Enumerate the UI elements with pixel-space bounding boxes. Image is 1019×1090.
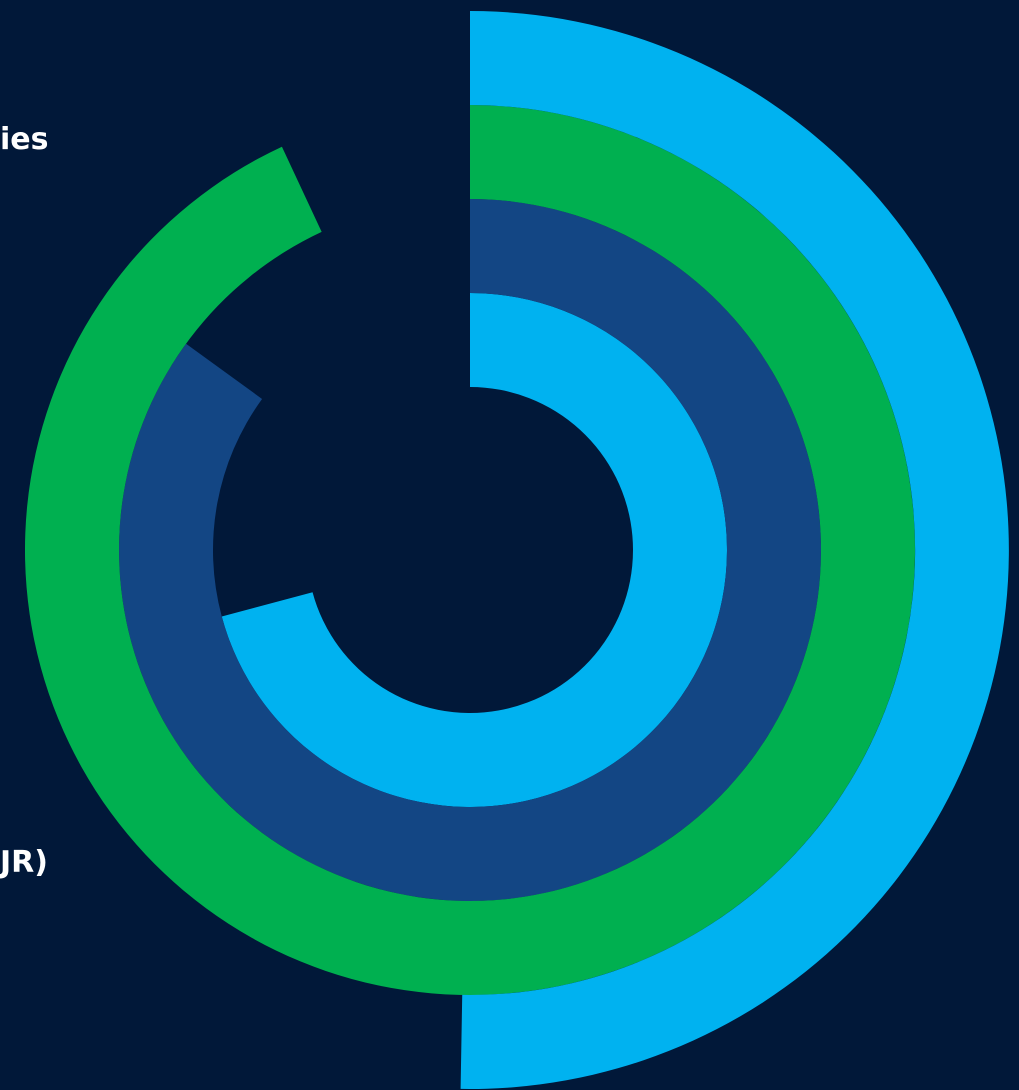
radial-bar-ring-1	[221, 292, 728, 808]
series-label-2: JR)	[0, 845, 48, 880]
radial-bar-ring-4	[460, 11, 1009, 1089]
series-label-1: ies	[0, 122, 49, 157]
